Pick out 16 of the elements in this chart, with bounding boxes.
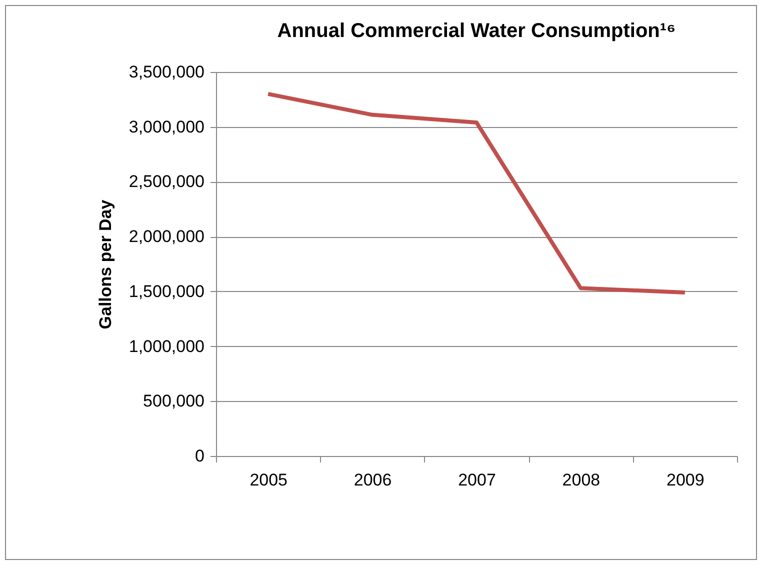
y-tick-label: 2,500,000 [128,172,204,192]
x-tick-label: 2008 [562,470,600,490]
y-tick-label: 3,000,000 [128,117,204,136]
y-axis-title: Gallons per Day [96,199,115,330]
x-tick-label: 2007 [458,470,496,490]
chart-title: Annual Commercial Water Consumption¹⁶ [277,20,676,42]
y-tick-label: 0 [195,446,204,466]
x-tick-label: 2005 [250,470,288,490]
x-tick-label: 2006 [354,470,392,490]
y-tick-label: 500,000 [143,392,204,411]
y-tick-label: 3,500,000 [128,62,204,82]
line-series [266,92,687,295]
y-tick-label: 1,000,000 [128,336,204,356]
x-tick-label: 2009 [666,470,704,490]
y-tick-label: 1,500,000 [128,282,204,301]
y-tick-label: 2,000,000 [128,227,204,246]
